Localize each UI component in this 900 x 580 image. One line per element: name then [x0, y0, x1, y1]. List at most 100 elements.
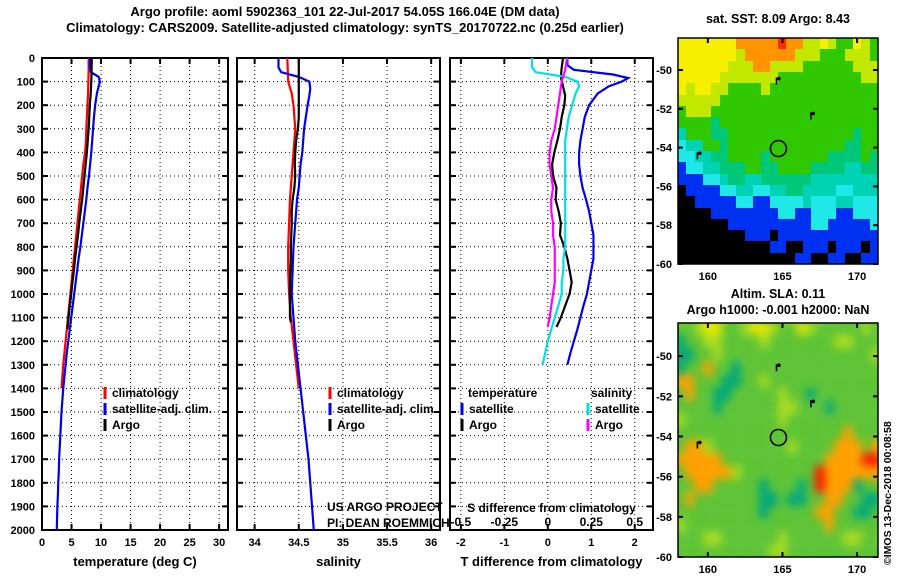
x-tick-label: 5	[68, 537, 74, 549]
map-cell	[869, 49, 878, 62]
legend-label: climatology	[112, 386, 179, 400]
map-cell	[871, 531, 878, 546]
lat-tick-label: -54	[656, 143, 673, 155]
depth-tick-label: 300	[17, 124, 35, 136]
legend-label: climatology	[337, 386, 404, 400]
map-cell	[869, 230, 878, 242]
depth-tick-label: 1600	[11, 431, 35, 443]
map-cell	[869, 184, 878, 197]
figure-title: Argo profile: aoml 5902363_101 22-Jul-20…	[130, 4, 560, 19]
depth-tick-label: 1200	[11, 336, 35, 348]
legend-label: Argo	[337, 418, 365, 432]
depth-tick-label: 100	[17, 77, 35, 89]
depth-tick-label: 200	[17, 100, 35, 112]
map-cell	[871, 348, 878, 363]
x-tick-label: 35.5	[376, 537, 397, 549]
imos-credit: ©IMOS 13-Dec-2018 00:08:58	[882, 421, 894, 565]
depth-tick-label: 400	[17, 147, 35, 159]
lon-tick-label: 170	[848, 271, 866, 283]
lat-tick-label: -50	[656, 351, 672, 363]
series-line-argo	[66, 57, 93, 330]
map-cell	[869, 173, 878, 186]
map-cell	[871, 544, 878, 557]
depth-tick-label: 800	[17, 242, 35, 254]
map-cell	[869, 60, 878, 73]
map-cell	[869, 128, 878, 141]
legend-label: satellite-adj. clim.	[337, 402, 437, 416]
lon-tick-label: 170	[848, 564, 866, 576]
x-axis-label: salinity	[316, 554, 362, 569]
annotation-line: PI: DEAN ROEMMICH	[327, 516, 450, 530]
map-cell	[869, 252, 878, 264]
map-cell	[871, 426, 878, 441]
sst_map-grid	[678, 38, 878, 264]
legend-label: satellite	[595, 402, 640, 416]
figure-subtitle: Climatology: CARS2009. Satellite-adjuste…	[66, 20, 624, 35]
map-cell	[871, 505, 878, 520]
sla-map-title-line1: Altim. SLA: 0.11	[730, 287, 826, 301]
x-tick-label: 0	[39, 537, 45, 549]
series-line-s-satellite	[531, 58, 581, 366]
legend-group-header: temperature	[468, 386, 538, 400]
series-line-t-argo	[551, 57, 573, 328]
series-line-climatology	[60, 58, 90, 389]
map-cell	[869, 83, 878, 96]
legend-label: Argo	[469, 418, 497, 432]
series-line-argo	[288, 58, 300, 323]
x-tick-label: 36	[425, 537, 437, 549]
s-axis-label: S difference from climatology	[467, 501, 636, 515]
map-cell	[869, 139, 878, 152]
lat-tick-label: -58	[656, 512, 672, 524]
map-cell	[871, 400, 878, 415]
x-tick-label: -2	[456, 537, 466, 549]
sla-map-title-line2: Argo h1000: -0.001 h2000: NaN	[686, 303, 870, 317]
map-cell	[871, 361, 878, 376]
map-cell	[869, 117, 878, 129]
s-axis-tick-label: 0.25	[580, 515, 604, 529]
sst_map-image	[678, 38, 878, 264]
lat-tick-label: -56	[656, 181, 672, 193]
x-tick-label: 1	[588, 537, 594, 549]
series-line-satellite-adj--clim-	[55, 58, 102, 531]
depth-tick-label: 600	[17, 195, 35, 207]
map-cell	[871, 440, 878, 454]
map-cell	[871, 466, 878, 480]
depth-tick-label: 1300	[11, 360, 35, 372]
depth-tick-label: 1100	[11, 313, 35, 325]
map-cell	[871, 323, 878, 336]
map-cell	[871, 492, 878, 507]
x-tick-label: 0	[545, 537, 551, 549]
map-cell	[869, 105, 878, 118]
s-axis-tick-label: -0.5	[451, 515, 472, 529]
x-tick-label: -1	[499, 537, 509, 549]
depth-tick-label: 0	[29, 53, 35, 65]
map-cell	[871, 413, 878, 428]
map-cell	[869, 94, 878, 107]
map-cell	[871, 374, 878, 389]
s-axis-tick-label: 0	[544, 515, 551, 529]
lat-tick-label: -56	[656, 472, 672, 484]
depth-tick-label: 1400	[11, 383, 35, 395]
lat-tick-label: -58	[656, 220, 672, 232]
legend-label: Argo	[595, 418, 623, 432]
series-line-climatology	[286, 57, 300, 389]
difference_profile-panel: -2 -1 0 1 2 T difference from climatology temp…	[449, 57, 654, 569]
lat-tick-label: -60	[656, 552, 672, 564]
map-cell	[871, 387, 878, 402]
x-tick-label: 35	[337, 537, 349, 549]
lat-tick-label: -52	[656, 104, 672, 116]
legend-label: Argo	[112, 418, 140, 432]
x-tick-label: 10	[95, 537, 107, 549]
lat-tick-label: -60	[656, 259, 672, 271]
depth-tick-label: 1700	[11, 454, 35, 466]
series-line-t-satellite	[566, 58, 632, 366]
series-line-satellite-adj--clim-	[277, 58, 315, 531]
x-tick-label: 34	[249, 537, 262, 549]
plot-box	[449, 57, 654, 531]
lat-tick-label: -54	[656, 431, 673, 443]
sla_map-grid	[678, 323, 878, 557]
sla_map-image	[678, 323, 878, 557]
x-tick-label: 20	[154, 537, 166, 549]
depth-tick-label: 1800	[11, 478, 35, 490]
